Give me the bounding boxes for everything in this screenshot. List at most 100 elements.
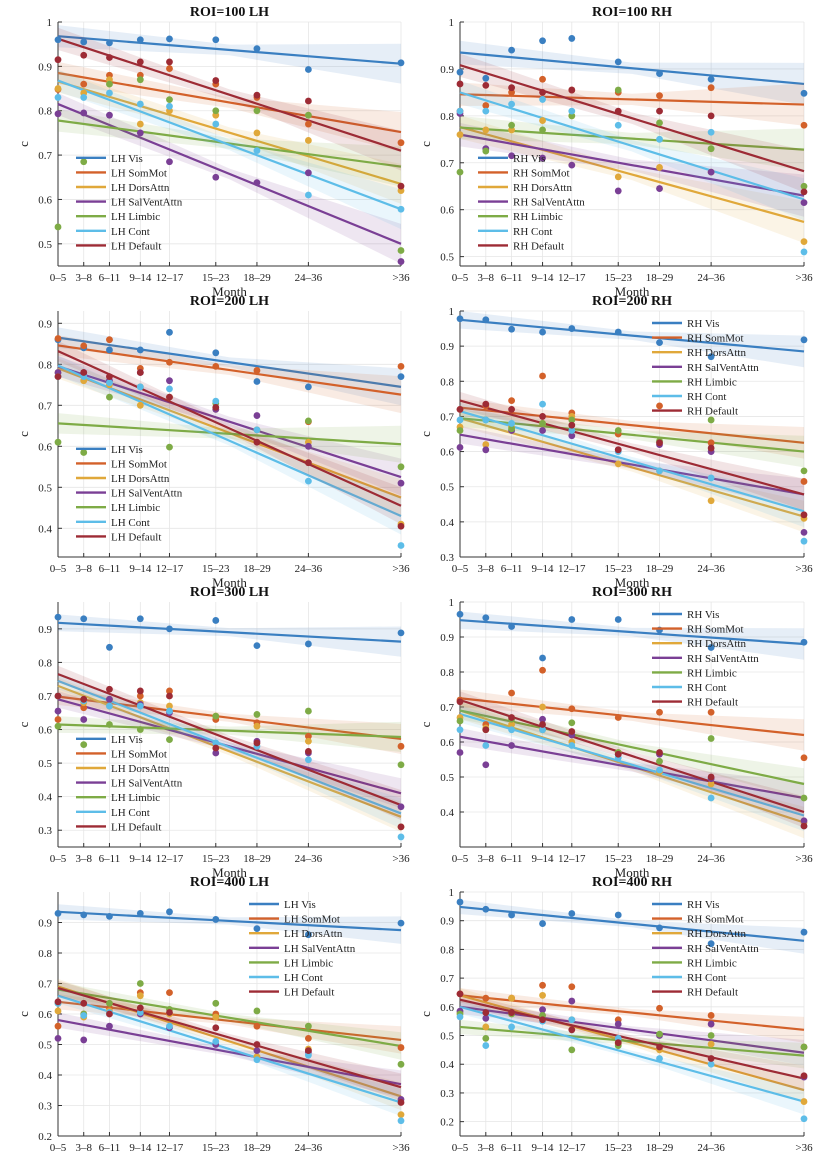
x-tick-label: 12–17 xyxy=(558,563,586,575)
legend: RH Vis RH SomMot RH DorsAttn RH SalVentAttn… xyxy=(652,899,759,999)
data-point xyxy=(568,1026,576,1034)
data-point xyxy=(614,1039,622,1047)
confidence-band xyxy=(58,27,401,171)
data-point xyxy=(707,474,715,482)
data-point xyxy=(614,714,622,721)
y-tick-label: 0.5 xyxy=(38,1040,52,1052)
legend-label: LH Limbic xyxy=(111,792,160,804)
data-point xyxy=(707,1020,715,1028)
x-tick-label: 18–29 xyxy=(243,1142,271,1152)
data-point xyxy=(136,76,144,84)
data-point xyxy=(568,112,576,120)
data-point xyxy=(707,644,715,651)
confidence-band xyxy=(460,82,804,126)
x-axis-label: Month xyxy=(212,575,247,590)
legend-label: LH Limbic xyxy=(111,211,160,223)
data-point xyxy=(54,335,62,342)
data-point xyxy=(136,369,144,376)
y-tick-label: 0.9 xyxy=(38,61,52,73)
data-point xyxy=(656,70,663,78)
data-point xyxy=(482,416,490,424)
confidence-band xyxy=(460,80,804,221)
data-point xyxy=(253,129,261,137)
data-point xyxy=(80,704,88,712)
fit-line xyxy=(459,709,805,786)
panel-6: 0.4 0.5 0.6 0.7 0.8 0.9 1 0–5 3–8 6–11 9–14 12–17 15… xyxy=(418,585,813,880)
legend-label: RH Cont xyxy=(513,226,552,238)
data-point xyxy=(656,402,663,410)
data-point xyxy=(54,707,62,715)
legend-label: LH SalVentAttn xyxy=(111,488,183,500)
y-tick-label: 0.5 xyxy=(440,482,454,494)
data-point xyxy=(136,129,144,137)
data-point xyxy=(166,1009,173,1016)
data-point xyxy=(707,773,715,781)
data-point xyxy=(508,1023,515,1031)
data-point xyxy=(707,84,715,92)
data-point xyxy=(212,744,220,752)
x-tick-label: 9–14 xyxy=(129,853,152,865)
confidence-band xyxy=(58,70,401,204)
data-point xyxy=(707,353,715,361)
data-point xyxy=(136,36,144,44)
data-point xyxy=(397,629,405,637)
confidence-band xyxy=(460,691,804,828)
fit-line xyxy=(459,905,805,942)
fit-line xyxy=(459,406,805,444)
legend-label: RH Limbic xyxy=(687,957,737,969)
data-point xyxy=(568,161,576,169)
x-tick-label: 6–11 xyxy=(99,1142,121,1152)
y-tick-label: 0.9 xyxy=(440,916,454,928)
data-point xyxy=(106,695,113,703)
x-tick-label: >36 xyxy=(795,272,813,284)
x-tick-label: 12–17 xyxy=(156,853,184,865)
legend-label: RH Cont xyxy=(687,391,726,403)
data-point xyxy=(166,625,173,633)
data-point xyxy=(656,164,663,171)
y-tick-label: 1 xyxy=(47,17,53,29)
y-axis-label: c xyxy=(16,721,31,727)
confidence-band xyxy=(58,716,401,753)
x-tick-label: >36 xyxy=(795,853,813,865)
data-point xyxy=(482,1014,490,1022)
data-point xyxy=(707,1040,715,1048)
data-point xyxy=(253,1022,261,1030)
data-point xyxy=(212,1038,220,1045)
fit-line xyxy=(57,79,402,211)
y-tick-label: 0.6 xyxy=(440,1002,454,1014)
data-point xyxy=(54,110,62,118)
fit-line xyxy=(459,735,805,800)
y-tick-label: 0.8 xyxy=(38,106,52,118)
data-point xyxy=(166,989,173,997)
data-point xyxy=(166,377,173,385)
x-tick-label: 18–29 xyxy=(243,853,271,865)
confidence-band xyxy=(58,994,401,1054)
data-point xyxy=(80,80,88,88)
data-point xyxy=(800,182,808,190)
panel-2: 0.5 0.6 0.7 0.8 0.9 1 0–5 3–8 6–11 9–14 12–17 15–23… xyxy=(418,5,813,299)
legend-label: LH Limbic xyxy=(111,502,160,514)
legend-label: RH Limbic xyxy=(687,376,737,388)
x-tick-label: 15–23 xyxy=(604,1142,632,1152)
x-tick-label: 24–36 xyxy=(697,853,725,865)
legend-label: RH SomMot xyxy=(687,914,744,926)
data-point xyxy=(482,446,490,454)
data-point xyxy=(106,373,113,380)
data-point xyxy=(539,721,546,728)
y-tick-label: 0.7 xyxy=(440,702,454,714)
data-point xyxy=(656,119,663,127)
data-point xyxy=(568,719,576,727)
data-point xyxy=(136,909,144,917)
data-point xyxy=(80,369,88,376)
fit-line xyxy=(57,994,402,1104)
data-point xyxy=(539,726,546,734)
x-tick-label: 3–8 xyxy=(478,853,495,865)
data-point xyxy=(456,898,464,906)
panel-8: 0.20.30.40.50.60.70.80.910–5 3–8 6–11 9–14 1… xyxy=(418,875,813,1152)
confidence-band xyxy=(58,988,401,1117)
data-point xyxy=(456,168,464,176)
fit-line xyxy=(459,697,805,737)
data-point xyxy=(614,1020,622,1028)
data-point xyxy=(568,86,576,94)
